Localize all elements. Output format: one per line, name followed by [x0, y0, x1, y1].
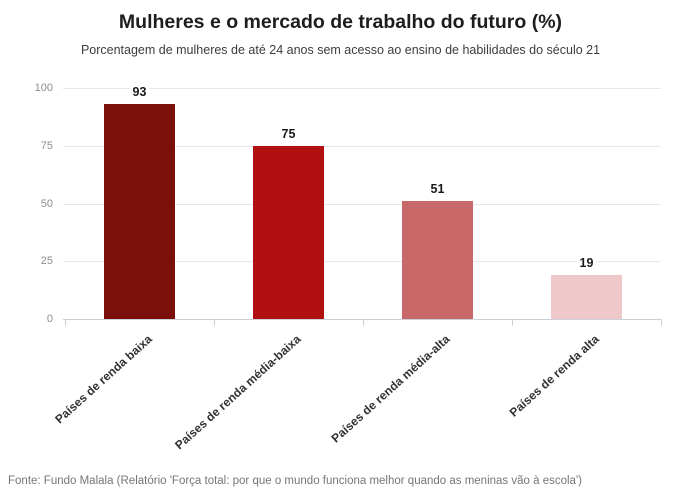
- x-axis-category-label: Países de renda baixa: [52, 332, 155, 427]
- x-axis-category-label: Países de renda média-alta: [328, 332, 453, 446]
- bar-value-label: 51: [427, 182, 448, 198]
- x-axis-tick: [214, 319, 215, 326]
- bar-value-label: 19: [576, 256, 597, 272]
- y-axis-tick-label: 50: [40, 197, 53, 210]
- y-axis-tick-label: 75: [40, 139, 53, 152]
- bar-value-label: 75: [278, 126, 299, 142]
- y-axis-tick-label: 0: [46, 313, 53, 325]
- y-axis-tick-label: 100: [34, 82, 53, 94]
- bar-value-label: 93: [129, 85, 150, 101]
- bar: [253, 145, 324, 319]
- bar: [551, 275, 622, 319]
- x-axis-tick: [661, 319, 662, 326]
- chart-subtitle: Porcentagem de mulheres de até 24 anos s…: [80, 43, 601, 57]
- x-axis-category-label: Países de renda alta: [506, 332, 602, 420]
- gridline: [63, 203, 661, 205]
- bar: [402, 201, 473, 319]
- gridline: [63, 261, 661, 263]
- x-axis-category-label: Países de renda média-baixa: [172, 332, 304, 453]
- gridline: [63, 145, 661, 147]
- chart-title: Mulheres e o mercado de trabalho do futu…: [118, 11, 563, 33]
- plot-area: 0 25 50 75 100 93 Países de renda baixa 75 Paíse…: [34, 82, 662, 453]
- x-axis-tick: [363, 319, 364, 326]
- bar: [104, 104, 175, 319]
- y-axis-tick-label: 25: [40, 255, 53, 268]
- x-axis-tick: [65, 319, 66, 326]
- x-axis-tick: [512, 319, 513, 326]
- source-note: Fonte: Fundo Malala (Relatório 'Força to…: [8, 475, 582, 487]
- gridline: [63, 319, 661, 320]
- gridline: [63, 88, 661, 89]
